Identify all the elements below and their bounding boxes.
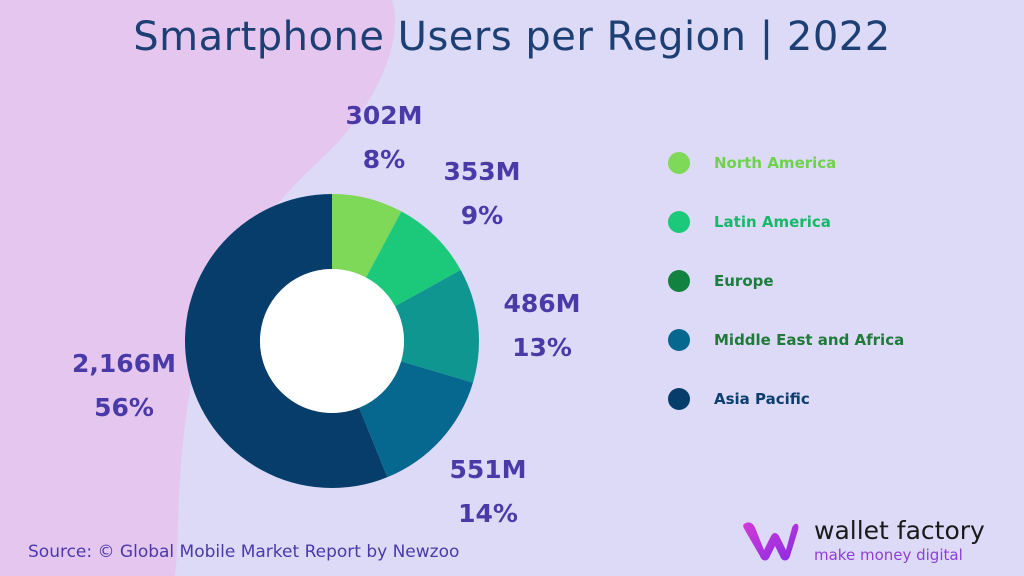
source-note: Source: © Global Mobile Market Report by… xyxy=(28,542,460,562)
donut-slice-europe xyxy=(395,270,479,383)
data-label-value: 353M xyxy=(443,157,520,186)
legend-label: Asia Pacific xyxy=(714,390,810,408)
wallet-factory-logo: wallet factory make money digital xyxy=(740,514,1020,568)
logo-mark-icon xyxy=(743,522,799,561)
donut-slice-asia-pacific xyxy=(184,194,388,489)
data-label-percent: 13% xyxy=(512,333,572,362)
donut-slice-latin-america xyxy=(366,211,461,307)
data-label-percent: 8% xyxy=(363,145,405,174)
legend-swatch xyxy=(668,329,690,351)
data-label-percent: 9% xyxy=(461,201,503,230)
legend-label: Latin America xyxy=(714,213,831,231)
data-label-percent: 14% xyxy=(458,499,518,528)
legend-label: Middle East and Africa xyxy=(714,331,905,349)
legend-swatch xyxy=(668,388,690,410)
logo-tagline: make money digital xyxy=(814,546,963,564)
legend-swatch xyxy=(668,152,690,174)
data-label-value: 551M xyxy=(449,455,526,484)
legend-label: Europe xyxy=(714,272,774,290)
legend-item: Asia Pacific xyxy=(668,386,904,412)
data-label-percent: 56% xyxy=(94,393,154,422)
donut-hole xyxy=(260,269,404,413)
data-label-value: 2,166M xyxy=(72,349,176,378)
legend-swatch xyxy=(668,211,690,233)
legend-item: Latin America xyxy=(668,209,904,235)
legend-item: North America xyxy=(668,150,904,176)
legend-swatch xyxy=(668,270,690,292)
data-label-value: 486M xyxy=(503,289,580,318)
chart-title: Smartphone Users per Region | 2022 xyxy=(133,14,891,60)
donut-slice-middle-east-and-africa xyxy=(359,361,473,478)
legend: North America Latin America Europe Middle E… xyxy=(668,150,904,445)
legend-item: Middle East and Africa xyxy=(668,327,904,353)
legend-item: Europe xyxy=(668,268,904,294)
legend-label: North America xyxy=(714,154,837,172)
data-label-value: 302M xyxy=(345,101,422,130)
donut-slice-north-america xyxy=(332,194,402,278)
logo-name: wallet factory xyxy=(814,516,985,545)
